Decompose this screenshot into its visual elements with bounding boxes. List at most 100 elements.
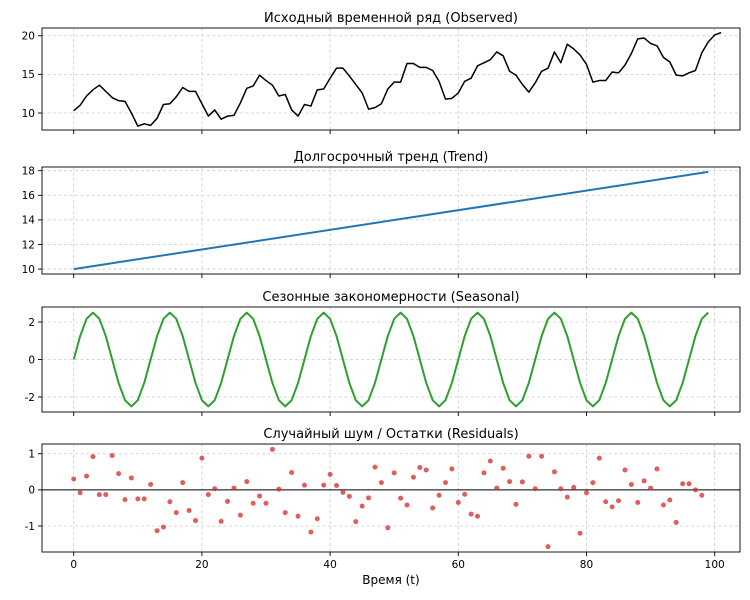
series-line-observed bbox=[73, 31, 722, 127]
axes-frame bbox=[41, 443, 741, 553]
y-tick-label: 10 bbox=[22, 264, 35, 276]
panel-title: Сезонные закономерности (Seasonal) bbox=[262, 290, 519, 305]
x-tick-label: 40 bbox=[323, 559, 336, 571]
residual-point bbox=[122, 497, 128, 503]
residual-point bbox=[353, 519, 359, 525]
residual-point bbox=[128, 475, 134, 481]
residual-point bbox=[500, 465, 506, 471]
residual-point bbox=[346, 493, 352, 499]
panel-observed: 10 15 20 Исходный временной ряд (Observed) bbox=[22, 11, 741, 134]
residual-point bbox=[628, 481, 634, 487]
residual-point bbox=[539, 453, 545, 459]
residual-point bbox=[564, 494, 570, 500]
panel-title: Случайный шум / Остатки (Residuals) bbox=[263, 427, 518, 442]
residual-point bbox=[212, 486, 218, 492]
residual-point bbox=[468, 511, 474, 517]
x-axis-label: Время (t) bbox=[362, 573, 419, 587]
residual-point bbox=[359, 503, 365, 509]
residual-point bbox=[96, 492, 102, 498]
residual-point bbox=[301, 482, 307, 488]
panel-title: Исходный временной ряд (Observed) bbox=[264, 11, 518, 26]
panel-seasonal: -2 0 2 Сезонные закономерности (Seasonal) bbox=[25, 290, 741, 416]
residual-point bbox=[141, 496, 147, 502]
residual-point bbox=[430, 505, 436, 511]
panel-trend: 10 12 14 16 18 Долгосрочный тренд (Trend) bbox=[22, 150, 741, 278]
residual-point bbox=[167, 499, 173, 505]
y-tick-label: -2 bbox=[25, 392, 35, 404]
residual-point bbox=[154, 528, 160, 534]
residual-point bbox=[699, 492, 705, 498]
x-tick-label: 60 bbox=[452, 559, 465, 571]
residual-point bbox=[378, 480, 384, 486]
residual-point bbox=[218, 518, 224, 524]
residual-point bbox=[494, 485, 500, 491]
residual-point bbox=[455, 500, 461, 506]
residual-point bbox=[596, 455, 602, 461]
residual-point bbox=[237, 512, 243, 518]
residual-point bbox=[449, 466, 455, 472]
residual-point bbox=[558, 486, 564, 492]
residual-point bbox=[391, 470, 397, 476]
residual-point bbox=[295, 513, 301, 519]
y-tick-label: -1 bbox=[25, 521, 35, 533]
residual-point bbox=[314, 516, 320, 522]
residual-point bbox=[180, 480, 186, 486]
residual-point bbox=[148, 481, 154, 487]
residual-point bbox=[551, 469, 557, 475]
residual-point bbox=[116, 471, 122, 477]
residual-point bbox=[385, 525, 391, 531]
y-tick-label: 18 bbox=[22, 165, 35, 177]
residual-point bbox=[622, 467, 628, 473]
residual-point bbox=[417, 464, 423, 470]
x-tick-label: 20 bbox=[195, 559, 208, 571]
residual-point bbox=[71, 476, 77, 482]
residual-point bbox=[475, 513, 481, 519]
residual-point bbox=[641, 478, 647, 484]
y-tick-label: 10 bbox=[22, 108, 35, 120]
residual-point bbox=[680, 481, 686, 487]
y-tick-label: 20 bbox=[22, 31, 35, 43]
residual-point bbox=[398, 495, 404, 501]
axes-frame bbox=[41, 166, 741, 275]
residual-point bbox=[519, 479, 525, 485]
y-tick-label: 0 bbox=[28, 354, 35, 366]
residual-point bbox=[583, 490, 589, 496]
axes-frame bbox=[41, 27, 741, 131]
residual-point bbox=[173, 510, 179, 516]
residual-point bbox=[526, 453, 532, 459]
residual-point bbox=[545, 544, 551, 550]
residual-point bbox=[135, 496, 141, 502]
residual-point bbox=[590, 480, 596, 486]
series-line-seasonal bbox=[72, 311, 709, 408]
y-tick-label: 1 bbox=[28, 449, 35, 461]
residual-point bbox=[410, 474, 416, 480]
residual-point bbox=[225, 498, 231, 504]
residual-point bbox=[603, 499, 609, 505]
residual-point bbox=[244, 479, 250, 485]
y-tick-label: 16 bbox=[22, 190, 36, 202]
residual-point bbox=[481, 470, 487, 476]
residual-point bbox=[90, 454, 96, 460]
residual-point bbox=[282, 510, 288, 516]
residual-point bbox=[507, 479, 513, 485]
residual-point bbox=[193, 518, 199, 524]
residual-point bbox=[654, 466, 660, 472]
y-tick-label: 12 bbox=[22, 239, 35, 251]
residual-point bbox=[686, 481, 692, 487]
residual-point bbox=[77, 490, 83, 496]
residual-point bbox=[577, 530, 583, 536]
residual-point bbox=[263, 500, 269, 506]
residual-point bbox=[487, 458, 493, 464]
residual-point bbox=[635, 500, 641, 506]
residual-point bbox=[186, 507, 192, 513]
residual-point bbox=[571, 484, 577, 490]
residual-point bbox=[308, 529, 314, 535]
residual-point bbox=[372, 464, 378, 470]
residual-point bbox=[334, 483, 340, 489]
residual-point bbox=[199, 455, 205, 461]
residual-point bbox=[692, 487, 698, 493]
y-tick-label: 15 bbox=[22, 69, 35, 81]
residual-point bbox=[231, 485, 237, 491]
residual-point bbox=[609, 504, 615, 510]
